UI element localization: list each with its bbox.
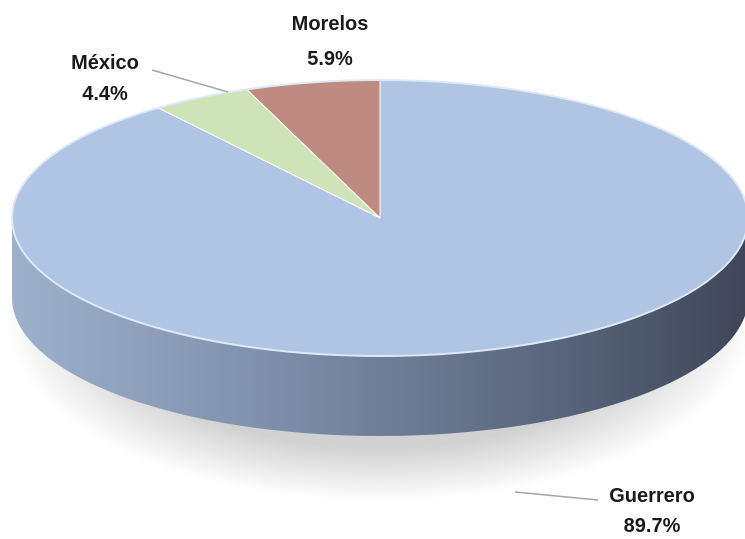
data-label-morelos-name: Morelos xyxy=(292,13,369,35)
pie-slices xyxy=(11,79,745,357)
data-label-mexico-value: 4.4% xyxy=(82,83,128,105)
leader-line-mexico xyxy=(151,69,229,93)
leader-lines xyxy=(151,69,599,501)
data-label-mexico-name: México xyxy=(71,52,139,74)
pie-side xyxy=(12,218,745,436)
data-label-guerrero-value: 89.7% xyxy=(624,515,681,537)
pie-side-wall xyxy=(12,218,745,436)
data-label-guerrero-name: Guerrero xyxy=(609,485,695,507)
data-label-morelos-value: 5.9% xyxy=(307,48,353,70)
leader-line-guerrero xyxy=(514,491,599,501)
pie-rim xyxy=(11,79,745,357)
data-labels: Guerrero 89.7% México 4.4% Morelos 5.9% xyxy=(71,13,695,537)
